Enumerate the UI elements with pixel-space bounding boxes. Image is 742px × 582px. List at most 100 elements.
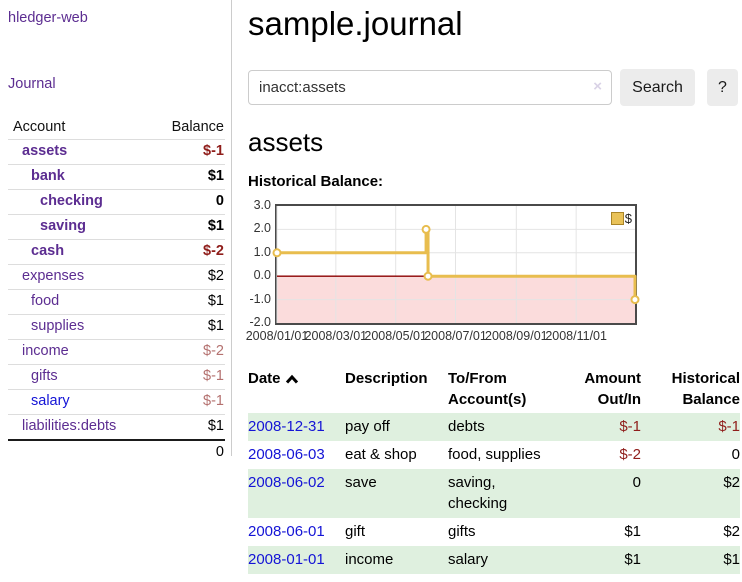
account-row: checking 0 — [8, 189, 225, 215]
transaction-description: gift — [345, 523, 366, 540]
account-column-header: Account — [13, 119, 66, 135]
transaction-date-link[interactable]: 2008-01-01 — [248, 551, 325, 568]
account-link-saving[interactable]: saving — [40, 218, 86, 234]
sort-by-date-link[interactable]: Date — [248, 370, 299, 387]
search-form: × Search ? — [248, 69, 742, 106]
account-balance: $1 — [148, 214, 225, 240]
account-link-expenses[interactable]: expenses — [22, 268, 85, 284]
account-link-liabilities-debts[interactable]: liabilities:debts — [22, 418, 117, 434]
account-heading: assets — [248, 127, 324, 157]
chart-plot-area: $ — [272, 204, 640, 325]
account-link-checking[interactable]: checking — [40, 193, 103, 209]
clear-search-icon[interactable]: × — [593, 78, 602, 95]
accounts-balance-table: Account Balance assets $-1 bank $1 check… — [8, 116, 225, 465]
date-column-header: Date — [248, 366, 345, 413]
accounts-total-value: 0 — [148, 439, 225, 465]
transaction-description: income — [345, 551, 394, 568]
transaction-description: eat & shop — [345, 446, 417, 463]
y-axis-label: -2.0 — [249, 315, 271, 329]
historical-balance-chart: $ 3.0 2.0 1.0 0.0 -1.0 -2.0 2008/01/01 2008/03/… — [245, 198, 742, 350]
transaction-row: 2008-06-02 save saving, checking 0 $2 — [248, 469, 740, 518]
account-balance: $1 — [148, 314, 225, 340]
sort-ascending-icon — [285, 374, 298, 384]
legend-label: $ — [624, 211, 632, 226]
account-link-salary[interactable]: salary — [31, 393, 70, 409]
x-axis-label: 2008/11/01 — [545, 329, 607, 343]
transaction-amount: $-1 — [619, 418, 641, 435]
account-row: cash $-2 — [8, 239, 225, 265]
sidebar-item-journal[interactable]: Journal — [8, 76, 56, 92]
account-link-gifts[interactable]: gifts — [31, 368, 58, 384]
account-row: bank $1 — [8, 164, 225, 190]
transaction-date-link[interactable]: 2008-06-02 — [248, 474, 325, 491]
transaction-balance: $2 — [723, 474, 740, 491]
x-axis-label: 2008/09/01 — [485, 329, 548, 343]
app-brand-link[interactable]: hledger-web — [8, 10, 88, 26]
transaction-accounts: saving, checking — [448, 474, 508, 512]
account-balance: $-2 — [148, 239, 225, 265]
account-link-cash[interactable]: cash — [31, 243, 65, 259]
account-balance: $-1 — [148, 364, 225, 390]
transaction-row: 2008-06-03 eat & shop food, supplies $-2… — [248, 441, 740, 469]
transaction-description: save — [345, 474, 377, 491]
transaction-description: pay off — [345, 418, 390, 435]
account-row: income $-2 — [8, 339, 225, 365]
legend-swatch-icon — [610, 212, 624, 225]
account-balance: $-1 — [148, 139, 225, 165]
x-axis-label: 2008/01/01 — [245, 329, 309, 343]
transaction-accounts: food, supplies — [448, 446, 541, 463]
transaction-amount: $-2 — [619, 446, 641, 463]
balance-column-header: Balance — [171, 119, 224, 135]
description-column-header: Description — [345, 370, 428, 387]
page-title: sample.journal — [248, 5, 463, 42]
chart-canvas — [272, 206, 640, 323]
transaction-balance: $-1 — [718, 418, 740, 435]
account-link-income[interactable]: income — [22, 343, 69, 359]
transaction-accounts: debts — [448, 418, 485, 435]
y-axis-label: 2.0 — [253, 221, 271, 236]
account-link-assets[interactable]: assets — [22, 143, 68, 159]
account-link-bank[interactable]: bank — [31, 168, 65, 184]
y-axis-label: 3.0 — [253, 198, 271, 212]
search-input[interactable] — [248, 70, 612, 105]
account-balance: $1 — [148, 289, 225, 315]
account-balance: 0 — [148, 189, 225, 215]
account-row: food $1 — [8, 289, 225, 315]
help-button[interactable]: ? — [707, 69, 738, 106]
transaction-amount: 0 — [632, 474, 641, 491]
sidebar: hledger-web Journal Account Balance asse… — [0, 0, 232, 465]
x-axis-label: 2008/03/01 — [304, 329, 368, 343]
transaction-date-link[interactable]: 2008-06-01 — [248, 523, 325, 540]
accounts-column-header: To/From Account(s) — [448, 370, 527, 408]
search-button[interactable]: Search — [620, 69, 695, 106]
transactions-table: Date Description To/From Account(s) Amou… — [248, 366, 740, 574]
transaction-date-link[interactable]: 2008-12-31 — [248, 418, 325, 435]
account-row: liabilities:debts $1 — [8, 414, 225, 440]
transaction-balance: 0 — [731, 446, 740, 463]
account-row: expenses $2 — [8, 264, 225, 290]
transaction-date-link[interactable]: 2008-06-03 — [248, 446, 325, 463]
transaction-row: 2008-12-31 pay off debts $-1 $-1 — [248, 413, 740, 441]
amount-column-header: Amount Out/In — [584, 370, 641, 408]
account-row: assets $-1 — [8, 139, 225, 165]
transaction-balance: $1 — [723, 551, 740, 568]
account-link-supplies[interactable]: supplies — [31, 318, 85, 334]
account-balance: $-1 — [148, 389, 225, 415]
transaction-row: 2008-06-01 gift gifts $1 $2 — [248, 518, 740, 546]
transaction-balance: $2 — [723, 523, 740, 540]
account-row: salary $-1 — [8, 389, 225, 415]
y-axis-label: 0.0 — [253, 268, 271, 283]
chart-legend: $ — [610, 211, 632, 226]
account-row: gifts $-1 — [8, 364, 225, 390]
accounts-table-header: Account Balance — [8, 116, 225, 140]
account-link-food[interactable]: food — [31, 293, 60, 309]
main-content: sample.journal × Search ? assets Histori… — [245, 0, 742, 574]
transaction-accounts: salary — [448, 551, 489, 568]
transaction-accounts: gifts — [448, 523, 476, 540]
balance-column-header: Historical Balance — [671, 370, 740, 408]
transaction-amount: $1 — [624, 523, 641, 540]
accounts-total-row: 0 — [8, 439, 225, 465]
transactions-table-header: Date Description To/From Account(s) Amou… — [248, 366, 740, 413]
account-row: saving $1 — [8, 214, 225, 240]
transaction-row: 2008-01-01 income salary $1 $1 — [248, 546, 740, 574]
